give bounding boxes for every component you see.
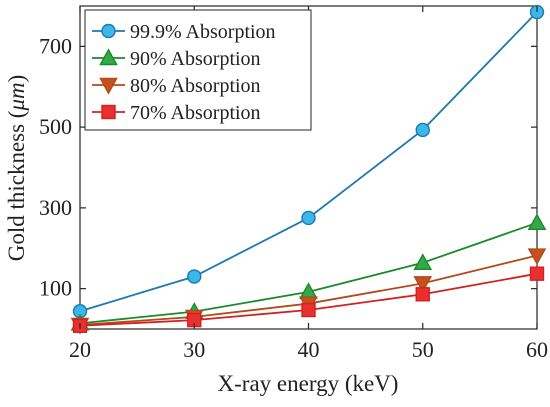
x-tick-label: 30 xyxy=(183,337,205,362)
legend-box xyxy=(84,9,312,131)
data-point xyxy=(529,266,545,281)
y-tick-label: 700 xyxy=(39,33,72,58)
legend: 99.9% Absorption 90% Absorption 80% Absorp… xyxy=(84,9,312,131)
x-tick-label: 60 xyxy=(526,337,548,362)
x-tick-label: 20 xyxy=(69,337,91,362)
legend-marker xyxy=(99,77,118,95)
legend-marker xyxy=(99,48,118,66)
legend-label: 70% Absorption xyxy=(130,102,261,124)
data-point xyxy=(413,276,433,293)
y-axis-label: Gold thickness (μm) xyxy=(4,75,29,262)
y-axis-label-close: ) xyxy=(4,75,29,83)
y-tick-label: 300 xyxy=(39,195,72,220)
data-point xyxy=(301,210,316,226)
ticks-layer: 20 30 40 50 60 100 300 500 700 xyxy=(39,6,548,362)
legend-label: 80% Absorption xyxy=(130,75,261,97)
y-tick-label: 500 xyxy=(39,114,72,139)
series-4 xyxy=(72,266,545,333)
x-tick-label: 50 xyxy=(412,337,434,362)
data-point xyxy=(415,122,430,138)
legend-entry: 70% Absorption xyxy=(92,102,261,124)
legend-marker xyxy=(101,104,116,120)
series-1 xyxy=(72,4,545,319)
y-tick-label: 100 xyxy=(39,276,72,301)
legend-label: 99.9% Absorption xyxy=(130,21,276,43)
series-layer xyxy=(70,4,547,335)
legend-entry: 99.9% Absorption xyxy=(92,21,276,43)
x-tick-label: 40 xyxy=(298,337,320,362)
legend-entry: 90% Absorption xyxy=(92,48,261,70)
data-point xyxy=(527,213,547,231)
data-point xyxy=(527,248,547,266)
data-point xyxy=(301,302,316,318)
data-point xyxy=(415,287,430,302)
legend-marker xyxy=(101,23,116,39)
y-axis-label-text: Gold thickness ( xyxy=(4,111,29,262)
data-point xyxy=(413,253,433,270)
legend-label: 90% Absorption xyxy=(130,48,261,70)
legend-entry: 80% Absorption xyxy=(92,75,261,97)
data-point xyxy=(529,4,545,20)
x-axis-label: X-ray energy (keV) xyxy=(218,371,399,396)
data-point xyxy=(187,269,202,284)
y-axis-label-unit: μm xyxy=(4,82,29,111)
